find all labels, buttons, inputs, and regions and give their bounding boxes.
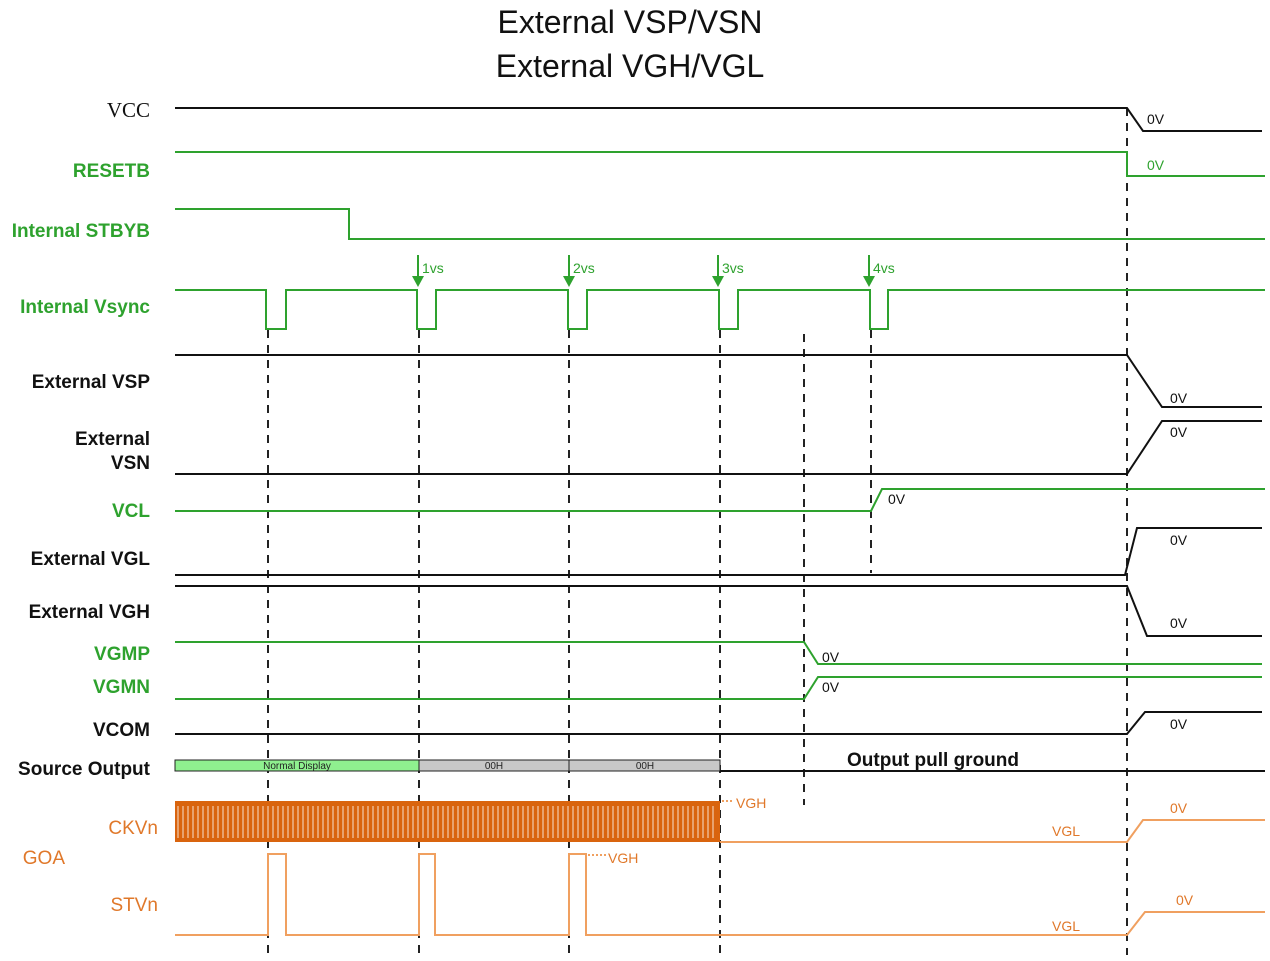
ckv-low-line bbox=[720, 819, 1265, 843]
vsync-marker-4vs: 4vs bbox=[873, 260, 895, 276]
stv-vgh-label: VGH bbox=[608, 850, 638, 866]
vsp-0v: 0V bbox=[1170, 390, 1188, 406]
vcl-0v: 0V bbox=[888, 491, 906, 507]
resetb-0v: 0V bbox=[1147, 157, 1165, 173]
vgh-waveform bbox=[175, 585, 1262, 637]
vcc-0v: 0V bbox=[1147, 111, 1165, 127]
vgmp-waveform bbox=[175, 641, 1262, 665]
label-vgmn: VGMN bbox=[93, 677, 150, 698]
vgh-0v: 0V bbox=[1170, 615, 1188, 631]
source-segment-normal-label: Normal Display bbox=[263, 761, 331, 772]
vgmn-0v: 0V bbox=[822, 679, 840, 695]
vsync-arrowhead-4 bbox=[863, 276, 875, 287]
label-vgmp: VGMP bbox=[94, 644, 150, 665]
label-vcom: VCOM bbox=[93, 720, 150, 741]
ckv-toggle-stripes bbox=[177, 806, 714, 838]
label-vcc: VCC bbox=[107, 98, 150, 122]
guide-lines bbox=[267, 108, 1128, 955]
diagram-title-line1: External VSP/VSN bbox=[498, 4, 763, 40]
vgl-0v: 0V bbox=[1170, 532, 1188, 548]
vsync-arrowhead-2 bbox=[563, 276, 575, 287]
label-stbyb: Internal STBYB bbox=[12, 221, 150, 242]
label-vsn-line1: External bbox=[75, 429, 150, 450]
label-ckv: CKVn bbox=[108, 818, 158, 839]
stv-vgl-label: VGL bbox=[1052, 918, 1080, 934]
ckv-vgh-label: VGH bbox=[736, 795, 766, 811]
ckv-vgl-label: VGL bbox=[1052, 823, 1080, 839]
label-goa: GOA bbox=[23, 848, 66, 869]
vsync-marker-3vs: 3vs bbox=[722, 260, 744, 276]
vcc-waveform bbox=[175, 107, 1262, 132]
vsync-arrowhead-1 bbox=[412, 276, 424, 287]
label-source-output: Source Output bbox=[18, 759, 151, 780]
stv-waveform bbox=[175, 853, 1265, 936]
source-output-bar: Normal Display 00H 00H bbox=[174, 759, 721, 772]
stbyb-waveform bbox=[175, 208, 1265, 240]
diagram-title-line2: External VGH/VGL bbox=[496, 48, 765, 84]
vcl-waveform bbox=[175, 488, 1265, 512]
ckv-waveform bbox=[175, 800, 1265, 843]
label-stv: STVn bbox=[110, 895, 158, 916]
vsn-waveform bbox=[175, 420, 1262, 475]
source-segment-00h-2-label: 00H bbox=[636, 761, 654, 772]
vsync-arrowhead-3 bbox=[712, 276, 724, 287]
source-segment-00h-1-label: 00H bbox=[485, 761, 503, 772]
vgmp-0v: 0V bbox=[822, 649, 840, 665]
label-resetb: RESETB bbox=[73, 161, 150, 182]
stv-0v: 0V bbox=[1176, 892, 1194, 908]
label-vsync: Internal Vsync bbox=[20, 297, 150, 318]
vsync-waveform bbox=[175, 289, 1265, 330]
label-vsn-line2: VSN bbox=[111, 453, 150, 474]
vgmn-waveform bbox=[175, 676, 1262, 700]
vgl-waveform bbox=[175, 527, 1262, 576]
label-vgh: External VGH bbox=[29, 602, 150, 623]
label-vcl: VCL bbox=[112, 501, 150, 522]
source-segment-00h-2 bbox=[568, 759, 721, 772]
ckv-0v: 0V bbox=[1170, 800, 1188, 816]
vsync-marker-1vs: 1vs bbox=[422, 260, 444, 276]
source-output-note: Output pull ground bbox=[847, 750, 1019, 771]
vsp-waveform bbox=[175, 354, 1262, 408]
vsync-marker-2vs: 2vs bbox=[573, 260, 595, 276]
vsn-0v: 0V bbox=[1170, 424, 1188, 440]
vsync-markers: 1vs 2vs 3vs 4vs bbox=[412, 255, 895, 287]
vcom-waveform bbox=[175, 711, 1262, 735]
resetb-waveform bbox=[175, 151, 1265, 177]
label-vgl: External VGL bbox=[31, 549, 151, 570]
label-vsp: External VSP bbox=[32, 372, 151, 393]
vcom-0v: 0V bbox=[1170, 716, 1188, 732]
